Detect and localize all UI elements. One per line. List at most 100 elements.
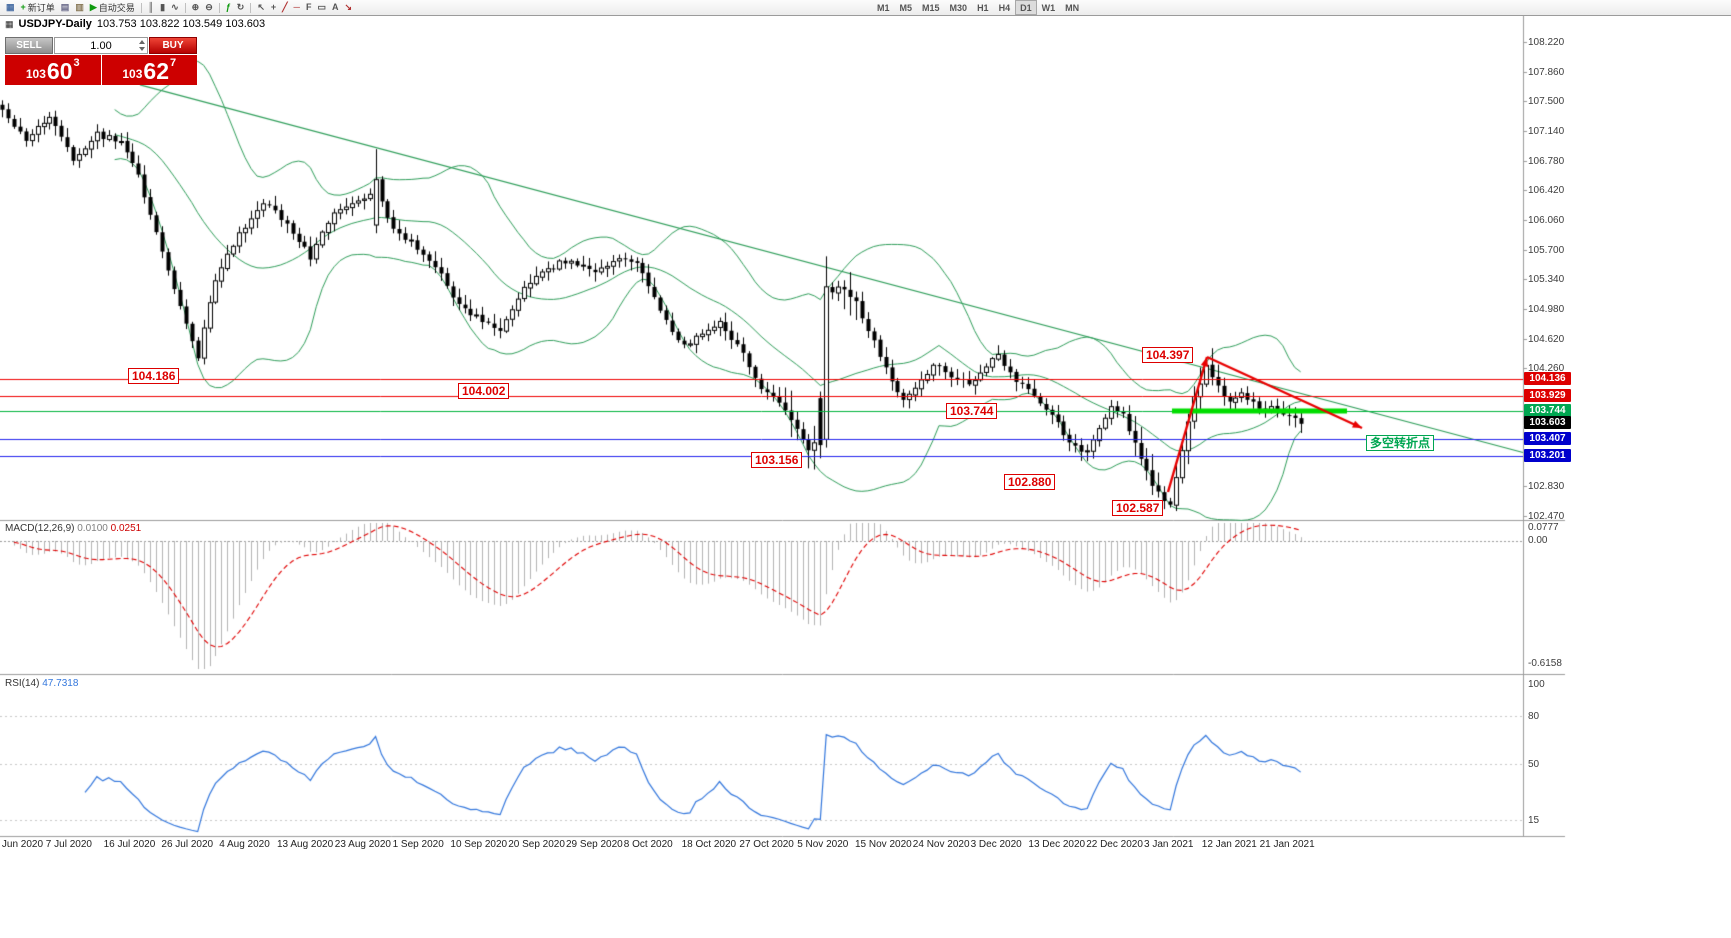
chart-list-button[interactable]: ▤: [58, 1, 73, 14]
auto-trading-button-label: 自动交易: [98, 3, 135, 13]
chart-annotation[interactable]: 104.002: [458, 383, 510, 399]
fibonacci-button[interactable]: F: [303, 1, 315, 14]
sell-button[interactable]: SELL: [5, 37, 53, 54]
price-tick: 104.980: [1528, 304, 1565, 316]
lot-increase-button[interactable]: [139, 40, 145, 44]
zoom-out-button[interactable]: ⊖: [202, 1, 216, 14]
rsi-axis-label: 50: [1528, 759, 1540, 770]
timeframe-m30[interactable]: M30: [949, 2, 968, 13]
toolbar-separator: [250, 2, 252, 13]
timeframe-mn[interactable]: MN: [1065, 2, 1080, 13]
timeframe-m15[interactable]: M15: [922, 2, 940, 13]
ohlc-bars-button-icon: ║: [147, 2, 155, 12]
hline-button[interactable]: ─: [291, 1, 303, 14]
rsi-label: RSI(14) 47.7318: [5, 678, 78, 689]
date-label: 15 Nov 2020: [855, 839, 912, 850]
timeframe-h1[interactable]: H1: [977, 2, 989, 13]
trendline-button-icon: ╱: [282, 2, 288, 12]
toolbar-separator: [184, 2, 186, 13]
rsi-axis-label: 80: [1528, 711, 1540, 722]
new-order-button-label: 新订单: [27, 3, 55, 13]
symbol-bar: ▦ USDJPY-Daily 103.753 103.822 103.549 1…: [5, 18, 265, 30]
profiles-button-icon: ▥: [75, 2, 84, 12]
candlestick-button[interactable]: ▮: [157, 1, 168, 14]
date-label: 27 Oct 2020: [739, 839, 794, 850]
date-label: 5 Nov 2020: [797, 839, 849, 850]
price-tick: 102.470: [1528, 511, 1565, 522]
shapes-button[interactable]: ▭: [314, 1, 329, 14]
date-label: 13 Dec 2020: [1028, 839, 1086, 850]
buy-price-prefix: 103: [122, 67, 143, 82]
line-chart-button[interactable]: ∿: [168, 1, 182, 14]
auto-trading-button[interactable]: ▶ 自动交易: [87, 1, 138, 14]
hline-button-icon: ─: [293, 2, 300, 12]
buy-button[interactable]: BUY: [149, 37, 197, 54]
toolbar: ▦ + 新订单 ▤ ▥ ▶ 自动交易 ║ ▮ ∿ ⊕ ⊖ ƒ ↻ ↖ + ╱ ─ F ▭ A ↘ M1 M5 M15 M30 H1…: [0, 0, 1731, 16]
arrow-tool-button[interactable]: ↘: [341, 1, 355, 14]
macd-axis-label: 0.00: [1528, 535, 1548, 546]
chart-annotation[interactable]: 多空转折点: [1366, 435, 1435, 451]
chart-annotation[interactable]: 104.186: [128, 368, 180, 384]
price-level-box: 104.136: [1524, 372, 1571, 386]
candlestick-button-icon: ▮: [160, 2, 166, 12]
date-label: 20 Sep 2020: [508, 839, 565, 850]
zoom-in-button[interactable]: ⊕: [189, 1, 203, 14]
trendline-button[interactable]: ╱: [279, 1, 290, 14]
timeframe-w1[interactable]: W1: [1041, 2, 1056, 13]
chart-annotation[interactable]: 102.587: [1112, 500, 1164, 516]
price-tick: 104.620: [1528, 333, 1565, 345]
timeframe-h4[interactable]: H4: [998, 2, 1011, 13]
price-level-box: 103.603: [1524, 416, 1571, 430]
price-level-box: 103.201: [1524, 449, 1571, 463]
refresh-button[interactable]: ↻: [234, 1, 248, 14]
buy-price-button[interactable]: 103 62 7: [101, 55, 197, 85]
price-tick: 106.780: [1528, 155, 1565, 167]
sell-price-sup: 3: [73, 57, 80, 69]
sell-price-prefix: 103: [25, 67, 46, 82]
cursor-button[interactable]: ↖: [254, 1, 268, 14]
price-tick: 105.340: [1528, 274, 1565, 286]
chart-annotation[interactable]: 103.744: [946, 403, 998, 419]
chart-annotation[interactable]: 104.397: [1142, 347, 1194, 363]
zoom-in-button-icon: ⊕: [191, 2, 200, 12]
price-tick: 105.700: [1528, 244, 1565, 256]
date-label: 12 Jan 2021: [1201, 839, 1257, 850]
date-label: 13 Aug 2020: [277, 839, 334, 850]
rsi-axis-label: 100: [1528, 679, 1545, 690]
date-label: 23 Aug 2020: [334, 839, 391, 850]
price-tick: 108.220: [1528, 37, 1565, 48]
ohlc-bars-button[interactable]: ║: [145, 1, 157, 14]
timeframe-m5[interactable]: M5: [899, 2, 913, 13]
price-tick: 106.420: [1528, 185, 1565, 197]
rsi-value: 47.7318: [42, 678, 79, 689]
price-level-box: 103.407: [1524, 432, 1571, 446]
profiles-button[interactable]: ▥: [72, 1, 87, 14]
text-button[interactable]: A: [329, 1, 342, 14]
date-label: 18 Oct 2020: [681, 839, 737, 850]
sell-price-big: 60: [46, 58, 73, 85]
timeframe-d1[interactable]: D1: [1015, 0, 1037, 15]
date-label: 21 Jan 2021: [1259, 839, 1315, 850]
sell-price-button[interactable]: 103 60 3: [5, 55, 101, 85]
lot-decrease-button[interactable]: [139, 47, 145, 51]
new-order-button[interactable]: + 新订单: [18, 1, 58, 14]
date-label: 29 Sep 2020: [566, 839, 623, 850]
date-label: 10 Sep 2020: [450, 839, 508, 850]
chart-annotation[interactable]: 103.156: [751, 452, 803, 468]
chart-window-button[interactable]: ▦: [3, 1, 18, 14]
date-label: 3 Jan 2021: [1144, 839, 1194, 850]
indicators-button[interactable]: ƒ: [223, 1, 234, 14]
shapes-button-icon: ▭: [317, 2, 326, 12]
date-label: 28 Jun 2020: [0, 839, 44, 850]
timeframe-m1[interactable]: M1: [877, 2, 890, 13]
price-tick: 107.500: [1528, 96, 1565, 108]
indicators-button-icon: ƒ: [225, 2, 231, 12]
chart-annotation[interactable]: 102.880: [1004, 474, 1056, 490]
crosshair-button[interactable]: +: [268, 1, 279, 14]
price-tick: 107.140: [1528, 126, 1565, 138]
lot-size-field[interactable]: 1.00: [54, 37, 148, 54]
macd-axis-label: 0.0777: [1528, 522, 1559, 533]
rsi-axis-label: 15: [1528, 815, 1540, 826]
toolbar-buttons: ▦ + 新订单 ▤ ▥ ▶ 自动交易 ║ ▮ ∿ ⊕ ⊖ ƒ ↻ ↖ + ╱ ─ F ▭ A ↘: [0, 0, 355, 15]
